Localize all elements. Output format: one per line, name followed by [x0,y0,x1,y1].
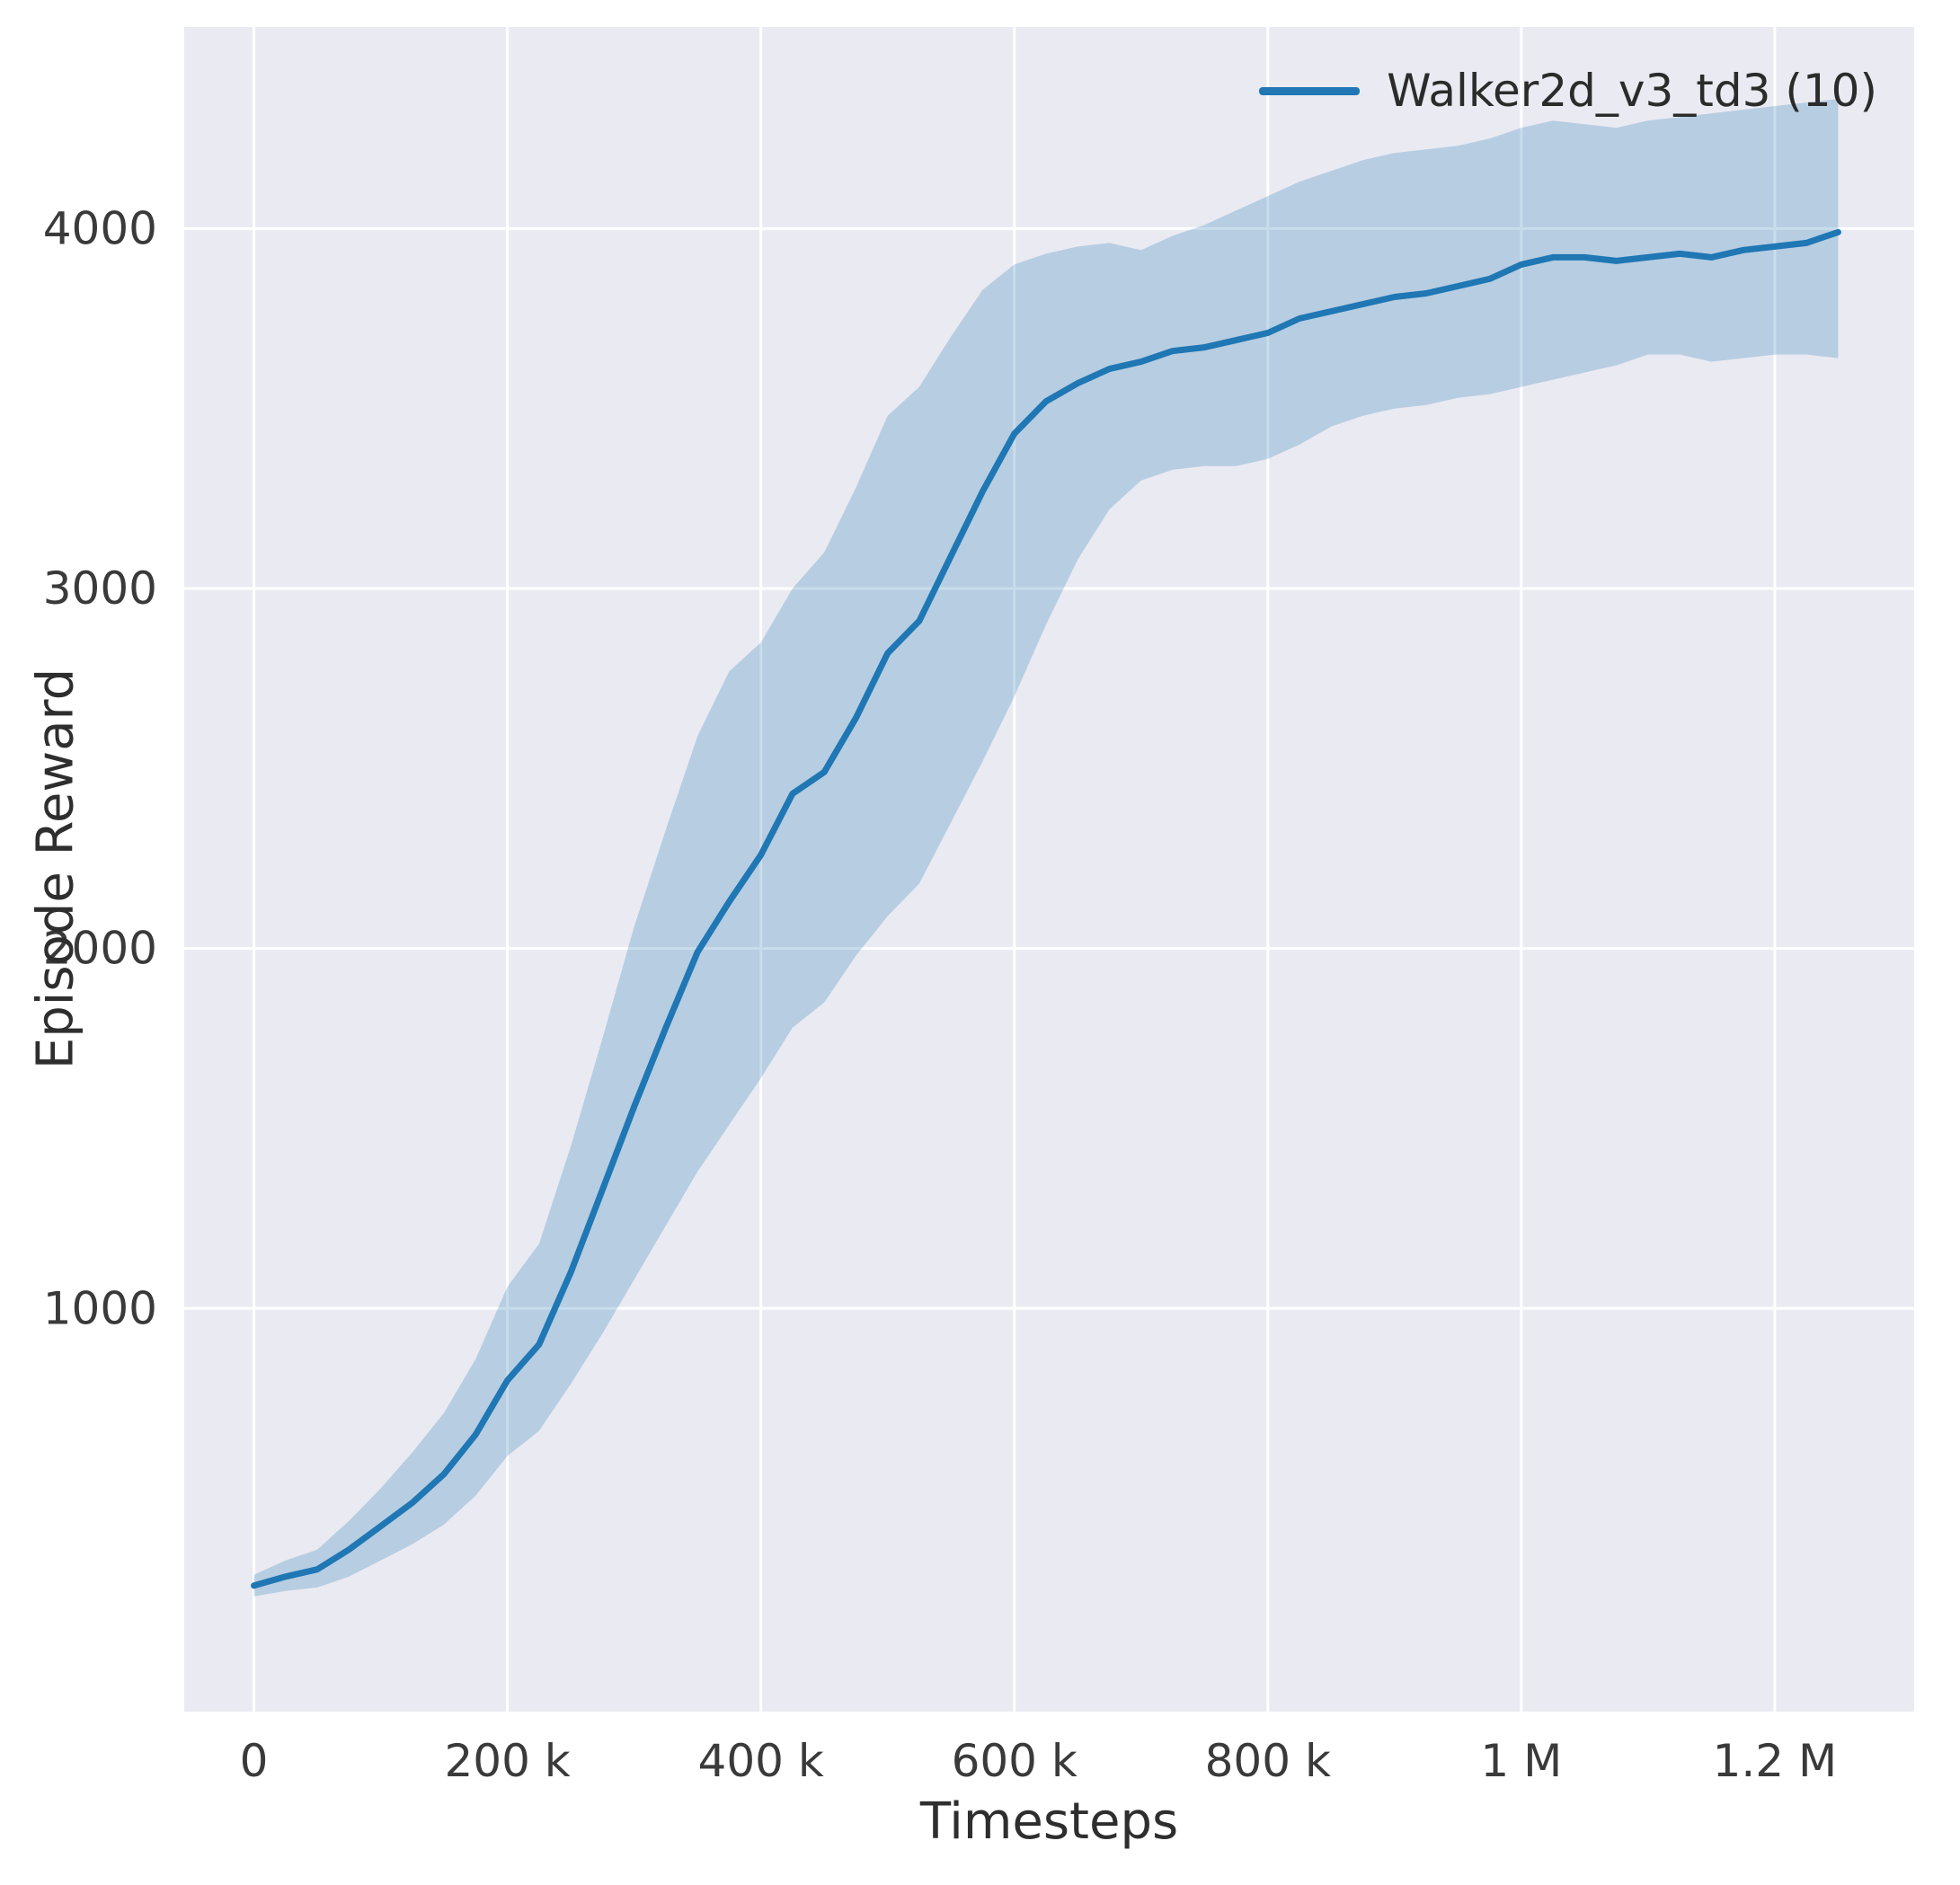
x-tick-label: 200 k [444,1735,570,1787]
x-tick-label: 1.2 M [1713,1735,1838,1787]
x-tick-label: 600 k [952,1735,1078,1787]
series-line [251,228,1841,1589]
x-tick-label: 1 M [1480,1735,1562,1787]
confidence-band [253,99,1839,1597]
x-tick-label: 400 k [698,1735,824,1787]
y-tick-label: 3000 [43,562,157,615]
y-tick-label: 4000 [43,202,157,254]
legend-line-swatch [1259,86,1361,95]
x-tick-label: 0 [240,1735,269,1787]
y-tick-label: 2000 [43,923,157,975]
y-tick-label: 1000 [43,1282,157,1334]
plot-background [184,27,1914,1712]
legend: Walker2d_v3_td3 (10) [1259,65,1877,117]
x-tick-label: 800 k [1205,1735,1331,1787]
legend-label: Walker2d_v3_td3 (10) [1387,65,1877,117]
x-axis-label: Timesteps [919,1792,1179,1851]
y-axis-label: Episode Reward [26,668,85,1070]
